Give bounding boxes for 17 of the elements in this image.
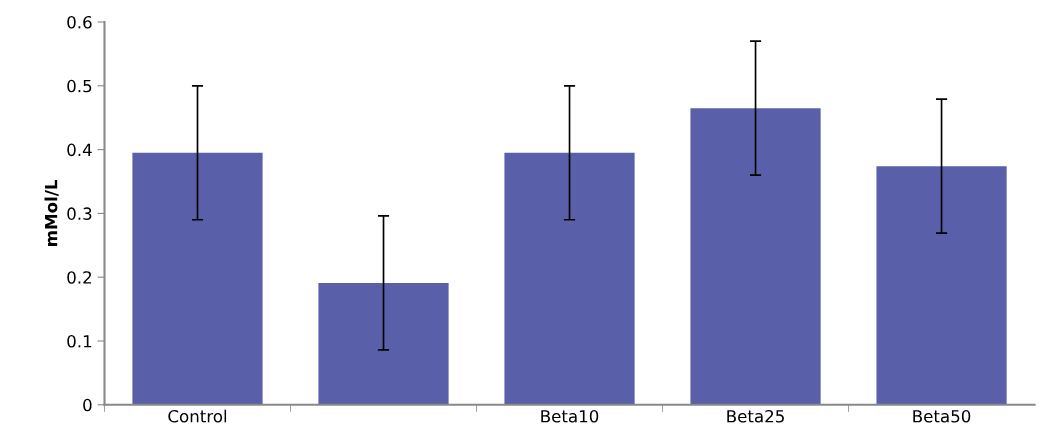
y-tick-label: 0.6 <box>67 15 92 29</box>
y-tick-label: 0.4 <box>67 143 92 157</box>
x-tick-label: Control <box>168 409 227 423</box>
bar <box>690 108 821 405</box>
y-tick-label: 0 <box>83 398 92 412</box>
x-tick-label: Beta50 <box>913 409 971 423</box>
y-tick-label: 0.1 <box>67 334 92 348</box>
y-tick-label: 0.2 <box>67 271 92 284</box>
bar <box>504 152 635 405</box>
x-tick-label: Beta10 <box>541 409 599 423</box>
y-axis-title: mMol/L <box>44 179 59 246</box>
bar <box>132 152 263 405</box>
bar <box>318 282 449 405</box>
y-tick-label: 0.5 <box>67 79 92 93</box>
bar <box>876 166 1007 405</box>
y-tick-label: 0.3 <box>67 207 92 220</box>
x-tick-label: Beta25 <box>727 409 784 423</box>
